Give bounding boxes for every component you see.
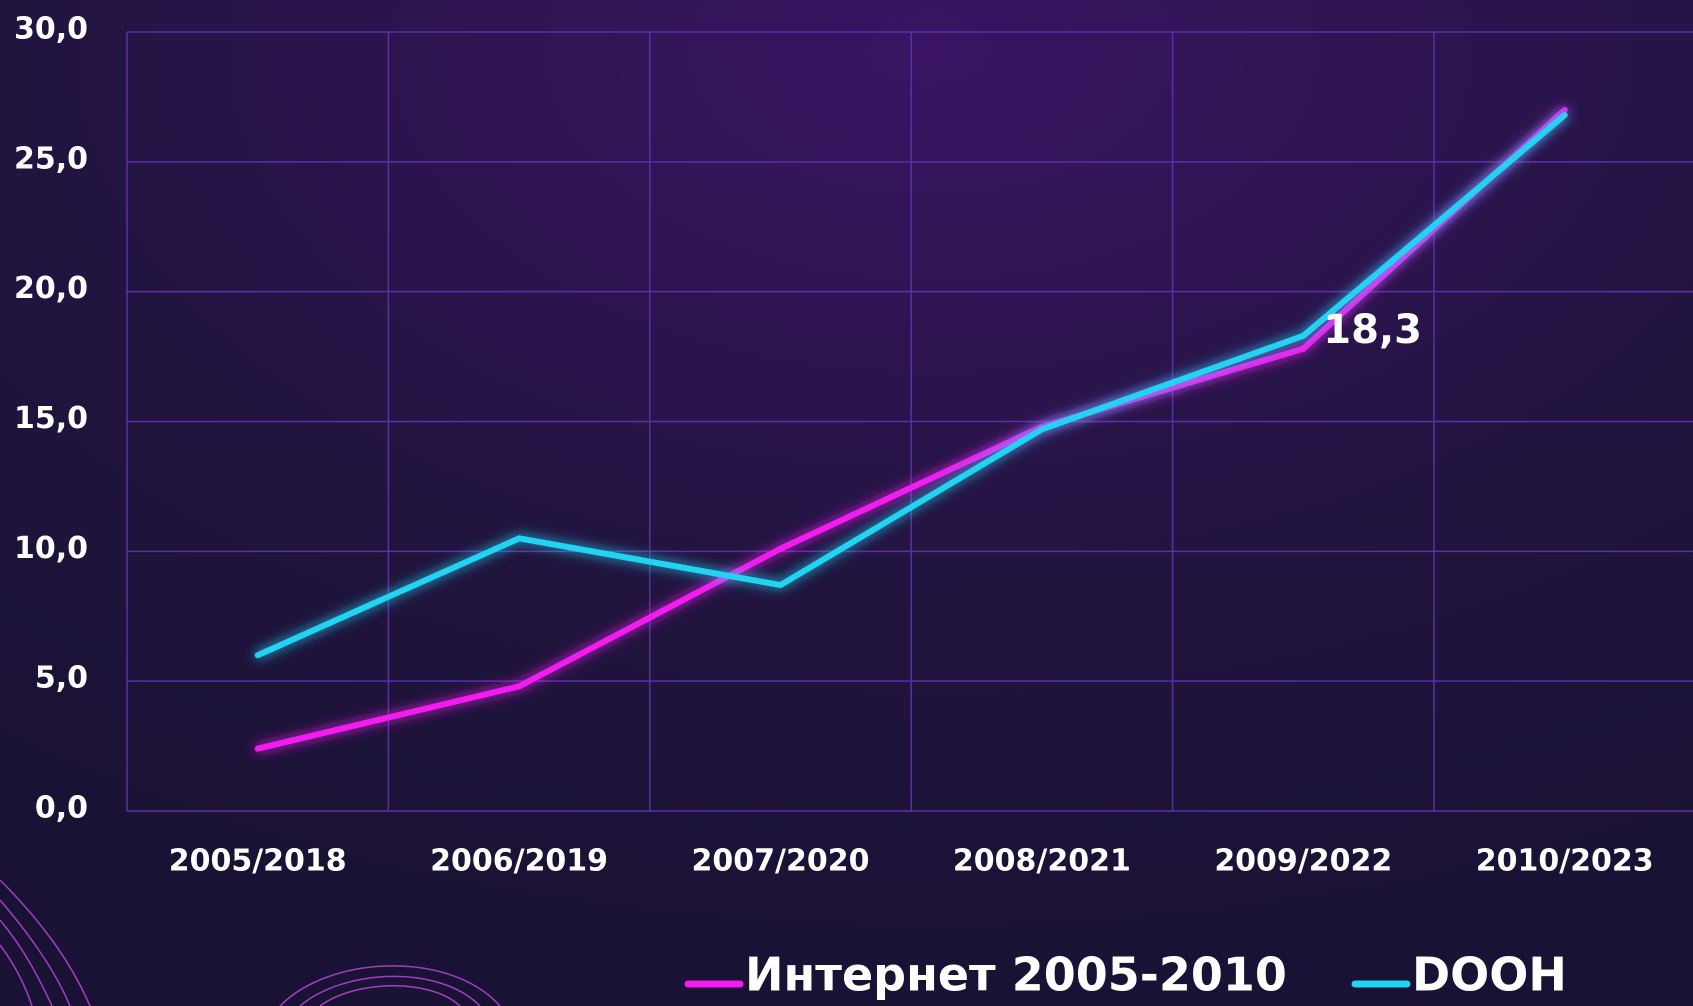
x-tick-label: 2006/2019 — [430, 844, 608, 879]
x-tick-label: 2007/2020 — [692, 844, 870, 879]
y-tick-label: 30,0 — [14, 12, 88, 47]
x-tick-label: 2010/2023 — [1476, 844, 1654, 879]
y-tick-label: 5,0 — [35, 661, 88, 696]
y-tick-label: 25,0 — [14, 141, 88, 176]
y-tick-label: 10,0 — [14, 531, 88, 566]
y-tick-label: 20,0 — [14, 271, 88, 306]
y-tick-label: 0,0 — [35, 791, 88, 826]
y-tick-label: 15,0 — [14, 401, 88, 436]
legend-label: DOOH — [1412, 948, 1567, 1002]
data-label: 18,3 — [1323, 307, 1422, 353]
x-tick-label: 2005/2018 — [169, 844, 347, 879]
legend-label: Интернет 2005-2010 — [745, 948, 1287, 1002]
x-tick-label: 2008/2021 — [953, 844, 1131, 879]
x-tick-label: 2009/2022 — [1214, 844, 1392, 879]
chart: 18,3 0,0 5,0 10,0 15,0 20,0 25,0 30,0 2005/2018… — [0, 0, 1693, 1006]
page: {"chart_data": { "type": "line", "catego… — [0, 0, 1693, 1006]
